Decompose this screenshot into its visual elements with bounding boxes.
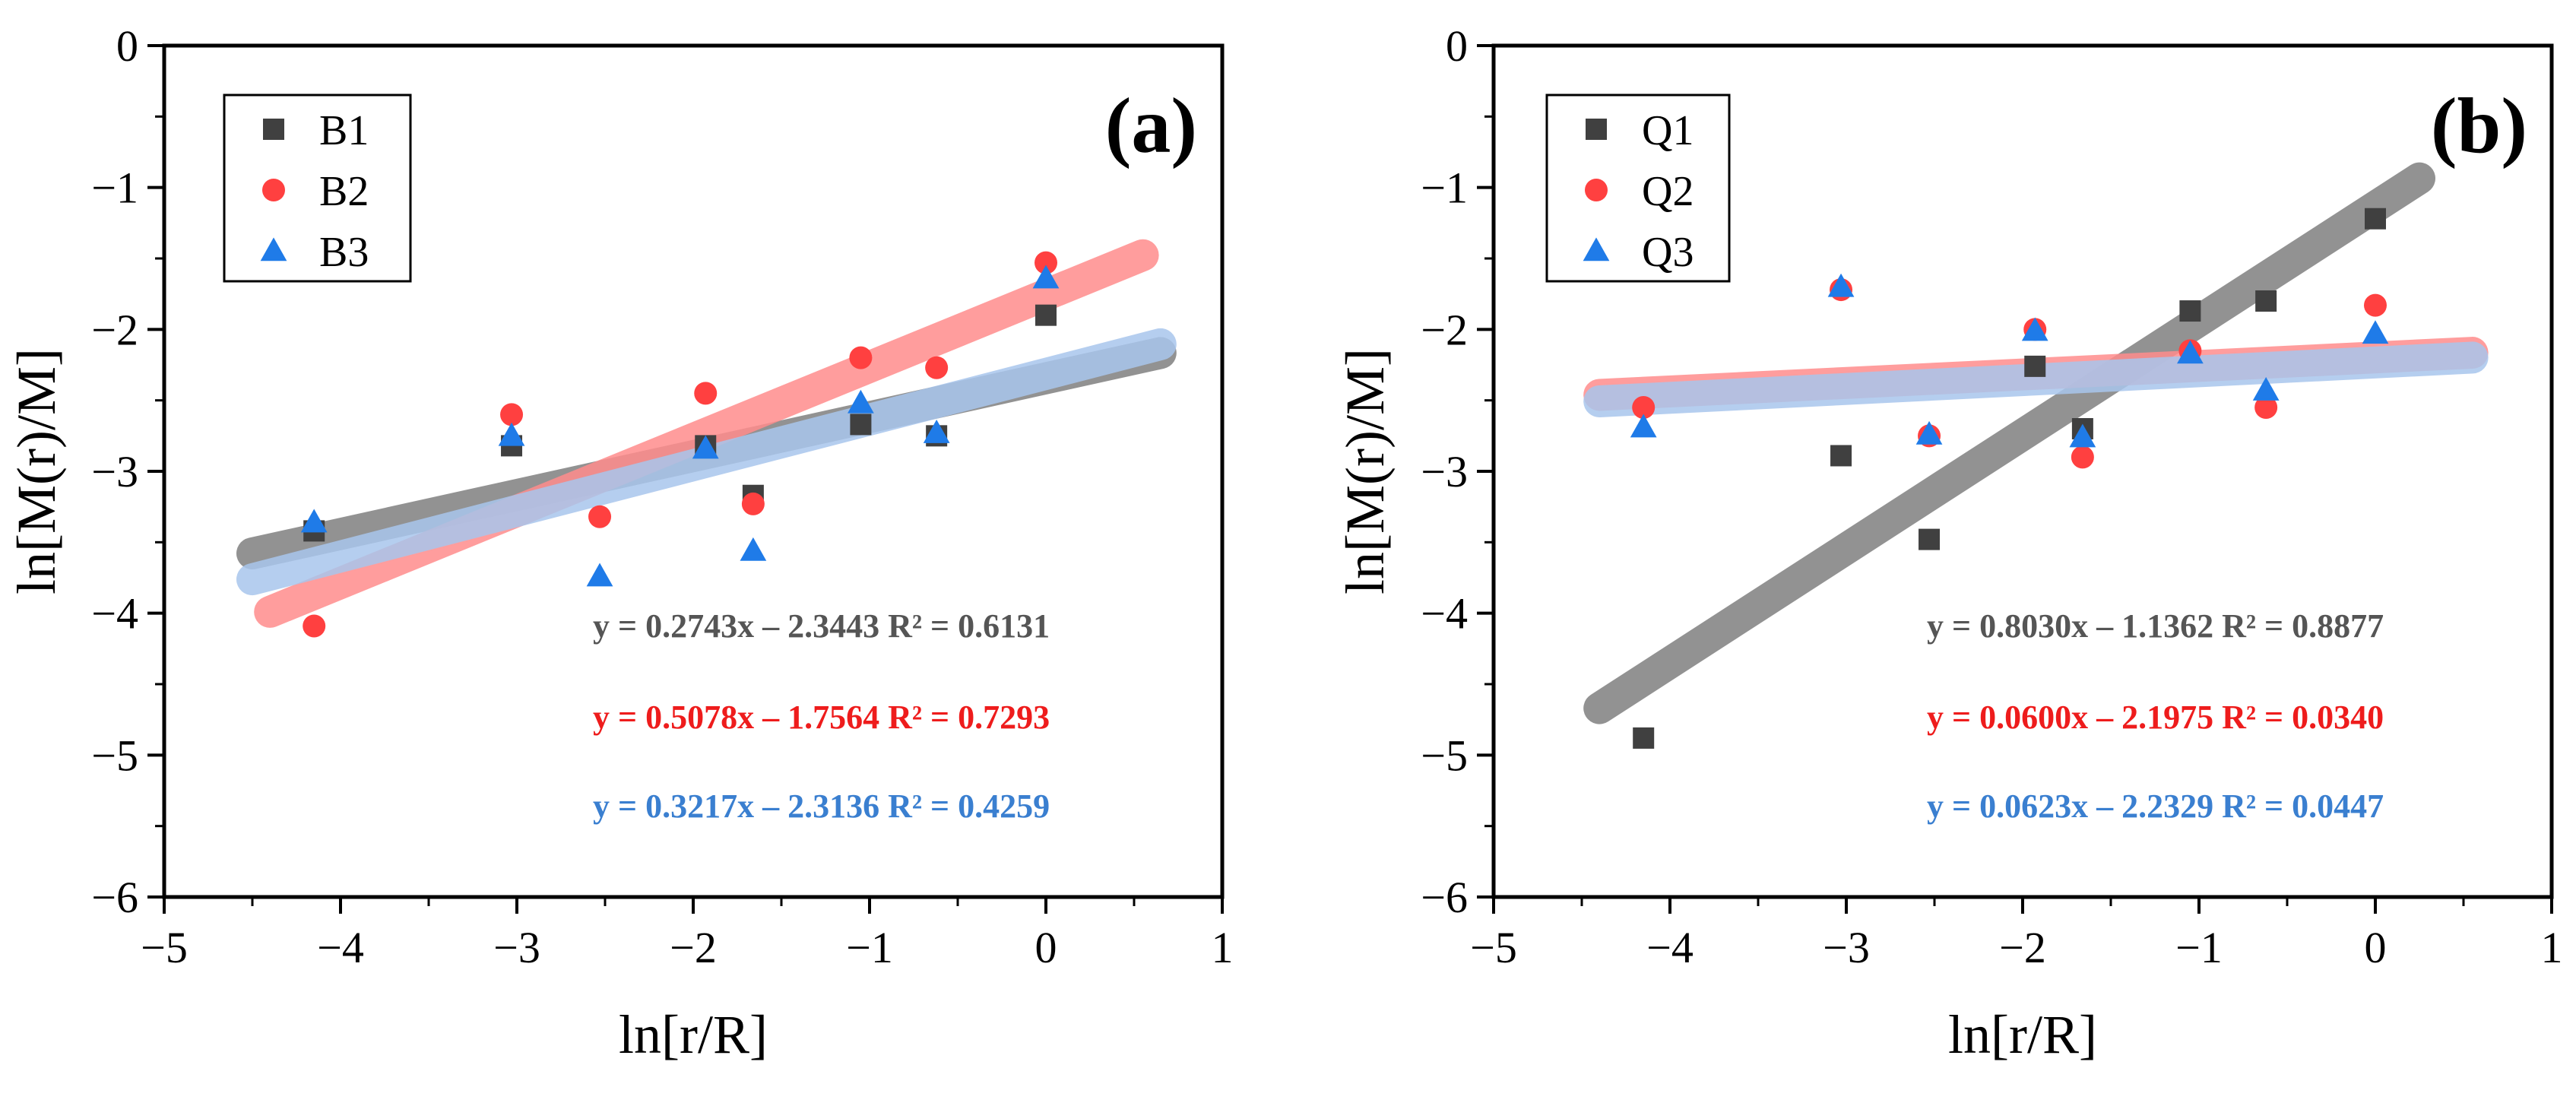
fit-equation-b2: y = 0.5078x – 1.7564 R² = 0.7293 [593, 699, 1050, 736]
point-b3 [692, 435, 719, 459]
y-tick-label: 0 [116, 21, 138, 71]
point-q3 [2069, 423, 2096, 448]
legend-label-b2: B2 [319, 168, 369, 215]
point-q1 [1633, 727, 1655, 749]
point-b2 [925, 356, 949, 379]
fit-line-b2 [254, 239, 1159, 628]
point-b3 [740, 537, 767, 561]
point-b3 [1032, 265, 1060, 289]
legend-marker-b3 [260, 237, 287, 261]
point-q1 [2255, 290, 2277, 312]
x-tick-label: −3 [1823, 923, 1870, 972]
x-tick-label: −2 [1999, 923, 2046, 972]
legend-marker-b1 [263, 119, 284, 140]
x-tick-label: −4 [317, 923, 364, 972]
fit-equation-q2: y = 0.0600x – 2.1975 R² = 0.0340 [1927, 699, 2384, 736]
point-q3 [1630, 414, 1657, 438]
y-tick-label: −5 [1421, 731, 1468, 780]
y-tick-label: −1 [1421, 163, 1468, 213]
legend-marker-q3 [1583, 237, 1610, 261]
y-tick-label: −2 [1421, 305, 1468, 354]
y-axis-title: ln[M(r)/M] [6, 348, 67, 594]
legend-label-q2: Q2 [1642, 168, 1694, 215]
legend-label-b3: B3 [319, 229, 369, 276]
point-q1 [1919, 528, 1941, 550]
x-tick-label: −3 [493, 923, 540, 972]
y-tick-label: 0 [1446, 21, 1468, 71]
y-tick-label: −6 [1421, 873, 1468, 922]
legend-marker-b2 [262, 179, 285, 201]
point-b2 [1035, 251, 1057, 274]
legend-label-q1: Q1 [1642, 107, 1694, 154]
point-q3 [2362, 320, 2389, 344]
point-b3 [300, 509, 328, 533]
fit-equation-q3: y = 0.0623x – 2.2329 R² = 0.0447 [1927, 788, 2384, 825]
point-b2 [500, 403, 524, 426]
legend-box [223, 94, 412, 283]
legend-marker-q2 [1585, 179, 1608, 201]
y-tick-label: −6 [91, 873, 138, 922]
point-q2 [2254, 396, 2278, 419]
point-q2 [2364, 293, 2387, 317]
point-b2 [849, 346, 873, 369]
point-q1 [2179, 300, 2201, 322]
x-tick-label: −1 [846, 923, 893, 972]
panel-b: −5 −4 −3 −2 −1 0 10−1−2−3−4−5−6ln[r/R]ln[M(r)/… [1335, 21, 2563, 1065]
point-b3 [498, 422, 525, 446]
point-b1 [850, 414, 872, 436]
x-tick-label: −1 [2175, 923, 2223, 972]
point-q3 [1827, 273, 1855, 297]
y-axis-title: ln[M(r)/M] [1335, 348, 1396, 594]
x-axis-title: ln[r/R] [619, 1004, 768, 1065]
legend-box [1545, 94, 1731, 283]
point-q3 [2177, 340, 2204, 364]
legend-label-b1: B1 [319, 107, 369, 154]
x-axis-title: ln[r/R] [1948, 1004, 2097, 1065]
panel-label: (a) [1105, 82, 1197, 170]
point-q3 [2252, 376, 2280, 401]
y-tick-label: −1 [91, 163, 138, 213]
point-b3 [923, 419, 950, 443]
point-b1 [1035, 304, 1057, 326]
legend-marker-q1 [1586, 119, 1607, 140]
point-b2 [303, 614, 326, 638]
y-tick-label: −3 [91, 447, 138, 496]
y-tick-label: −2 [91, 305, 138, 354]
y-tick-label: −4 [1421, 589, 1468, 639]
point-q3 [2021, 317, 2048, 341]
fit-equation-b3: y = 0.3217x – 2.3136 R² = 0.4259 [593, 788, 1050, 825]
point-q1 [1830, 445, 1852, 467]
x-tick-label: 0 [2365, 923, 2387, 972]
y-tick-label: −3 [1421, 447, 1468, 496]
point-b3 [586, 563, 613, 587]
point-q2 [1632, 396, 1656, 419]
y-tick-label: −5 [91, 731, 138, 780]
point-q3 [1915, 420, 1943, 445]
fit-line-q3 [1583, 341, 2489, 417]
x-tick-label: −4 [1646, 923, 1694, 972]
point-b2 [588, 505, 612, 528]
x-tick-label: −2 [670, 923, 717, 972]
point-b2 [741, 492, 765, 515]
x-tick-label: 1 [1212, 923, 1234, 972]
point-b3 [848, 389, 874, 414]
x-tick-label: 1 [2541, 923, 2563, 972]
fit-equation-b1: y = 0.2743x – 2.3443 R² = 0.6131 [593, 607, 1050, 645]
x-tick-label: 0 [1035, 923, 1057, 972]
x-tick-label: −5 [1470, 923, 1517, 972]
legend-label-q3: Q3 [1642, 229, 1694, 276]
fit-line-q1 [1583, 162, 2435, 724]
point-q1 [2024, 355, 2046, 377]
point-q1 [2365, 208, 2386, 230]
point-b2 [694, 382, 718, 405]
panel-a: −5 −4 −3 −2 −1 0 10−1−2−3−4−5−6ln[r/R]ln[M(r)/… [6, 21, 1234, 1065]
panel-label: (b) [2431, 82, 2527, 170]
y-tick-label: −4 [91, 589, 138, 639]
point-q2 [2071, 445, 2094, 469]
fit-line-b3 [236, 328, 1177, 596]
fit-equation-q1: y = 0.8030x – 1.1362 R² = 0.8877 [1927, 607, 2384, 645]
x-tick-label: −5 [141, 923, 188, 972]
